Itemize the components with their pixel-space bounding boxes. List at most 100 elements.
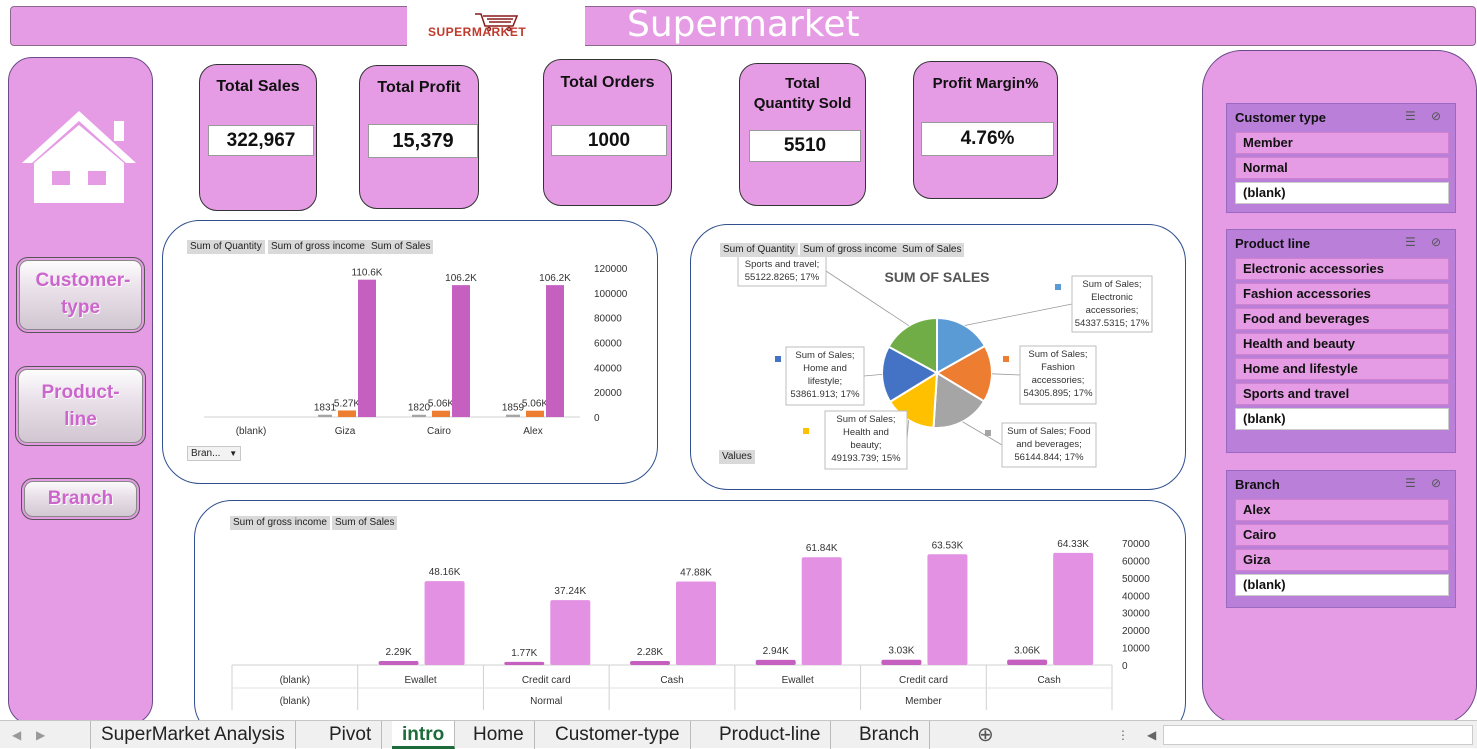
kpi-total-sales: Total Sales 322,967 (199, 64, 317, 211)
slicer-item-blank[interactable]: (blank) (1235, 574, 1449, 596)
data-label: 5.06K (522, 399, 548, 410)
prev-sheet-icon[interactable]: ◀ (12, 728, 22, 742)
multi-select-icon[interactable]: ☰ (1405, 235, 1416, 249)
data-label: 63.53K (932, 540, 964, 551)
bar-sum-of-sales (358, 279, 376, 417)
field-button-gross-income[interactable]: Sum of gross income (268, 240, 368, 254)
data-label: and beverages; (1016, 439, 1082, 450)
add-sheet-icon[interactable]: ⊕ (977, 724, 994, 746)
data-label: 2.28K (637, 647, 663, 658)
sheet-tab-bar: ◀ ▶ SuperMarket Analysis Pivot intro Hom… (0, 720, 1477, 749)
product-line-button[interactable]: Product-line (15, 366, 146, 446)
product-line-button-label: Product-line (41, 382, 120, 430)
branch-filter-button[interactable]: Bran... ▼ (187, 446, 242, 461)
bar-sum-of-sales (550, 600, 591, 665)
x-tick-label: Cash (660, 675, 683, 686)
slicer-item-normal[interactable]: Normal (1235, 157, 1449, 179)
clear-filter-icon[interactable]: ⊘ (1431, 476, 1442, 490)
tab-home[interactable]: Home (463, 721, 535, 749)
clear-filter-icon[interactable]: ⊘ (1431, 109, 1442, 123)
multi-select-icon[interactable]: ☰ (1405, 109, 1416, 123)
payment-field-button-sales[interactable]: Sum of Sales (332, 516, 398, 530)
bar-sum-of-gross-income (432, 410, 450, 417)
payment-field-button-gross-income[interactable]: Sum of gross income (230, 516, 330, 530)
slicer-item-fashion[interactable]: Fashion accessories (1235, 283, 1449, 305)
data-label: 55122.8265; 17% (745, 272, 820, 283)
data-label: 2.94K (763, 646, 789, 657)
slicer-item-alex[interactable]: Alex (1235, 499, 1449, 521)
slicer-item-giza[interactable]: Giza (1235, 549, 1449, 571)
customer-type-button[interactable]: Customer-type (16, 257, 145, 333)
legend-marker (775, 356, 781, 362)
slicer-item-blank[interactable]: (blank) (1235, 182, 1449, 204)
x-tick-label: Giza (335, 426, 356, 437)
bar-sum-of-gross-income (504, 661, 545, 665)
tab-product-line[interactable]: Product-line (709, 721, 832, 749)
horizontal-scrollbar[interactable] (1163, 725, 1473, 745)
tab-intro[interactable]: intro (392, 721, 456, 749)
customer-type-button-label: Customer-type (35, 270, 131, 318)
leader-line (825, 270, 910, 327)
slicer-item-health[interactable]: Health and beauty (1235, 333, 1449, 355)
y-tick-label: 20000 (1122, 626, 1150, 637)
next-sheet-icon[interactable]: ▶ (36, 728, 46, 742)
kpi-total-quantity-label-2: Quantity Sold (753, 95, 852, 112)
y-tick-label: 40000 (1122, 591, 1150, 602)
slicer-item-food[interactable]: Food and beverages (1235, 308, 1449, 330)
data-label: 64.33K (1057, 539, 1089, 550)
multi-select-icon[interactable]: ☰ (1405, 476, 1416, 490)
slicer-product-line: Product line ☰ ⊘ Electronic accessories … (1226, 229, 1456, 453)
clear-filter-icon[interactable]: ⊘ (1431, 235, 1442, 249)
pie-slice (935, 344, 993, 403)
branch-button[interactable]: Branch (21, 478, 140, 520)
kpi-total-sales-value: 322,967 (208, 125, 314, 156)
data-label-box (737, 255, 827, 287)
data-label: 1820 (408, 403, 431, 414)
slicer-item-sports[interactable]: Sports and travel (1235, 383, 1449, 405)
header-banner (10, 6, 1476, 46)
data-label-box (785, 346, 865, 406)
leader-line (863, 374, 883, 377)
legend-marker (985, 430, 991, 436)
product-line-pie-chart: SUM OF SALES Sum of Sales; Electronic acces… (737, 255, 1153, 470)
data-label: 2.29K (386, 647, 412, 658)
data-label: Electronic (1091, 292, 1133, 303)
data-label: Sum of Sales; (836, 414, 895, 425)
data-label: Fashion (1041, 362, 1075, 373)
pie-field-button-quantity[interactable]: Sum of Quantity (720, 243, 798, 257)
field-button-quantity[interactable]: Sum of Quantity (187, 240, 265, 254)
more-options-icon[interactable]: ⋮ (1117, 728, 1129, 742)
bar-sum-of-gross-income (338, 410, 356, 417)
slicer-product-line-title: Product line (1235, 236, 1311, 251)
data-label: 106.2K (539, 273, 571, 284)
data-label: Home and (803, 363, 847, 374)
slicer-item-electronic[interactable]: Electronic accessories (1235, 258, 1449, 280)
legend-marker (803, 428, 809, 434)
x-tick-label: Cairo (427, 426, 451, 437)
tab-pivot[interactable]: Pivot (319, 721, 383, 749)
pie-field-button-sales[interactable]: Sum of Sales (899, 243, 965, 257)
slicer-item-cairo[interactable]: Cairo (1235, 524, 1449, 546)
data-label: 1859 (502, 403, 525, 414)
tab-supermarket-analysis[interactable]: SuperMarket Analysis (90, 721, 296, 749)
tab-customer-type[interactable]: Customer-type (545, 721, 691, 749)
pie-field-button-gross-income[interactable]: Sum of gross income (800, 243, 900, 257)
kpi-total-quantity: Total Quantity Sold 5510 (739, 63, 866, 206)
data-label: 1831 (314, 403, 337, 414)
bar-sum-of-gross-income (1007, 659, 1048, 665)
data-label-box (1001, 422, 1097, 468)
bar-sum-of-sales (452, 285, 470, 417)
slicer-item-member[interactable]: Member (1235, 132, 1449, 154)
logo (407, 2, 585, 48)
pie-values-button[interactable]: Values (719, 450, 755, 464)
slicer-item-blank[interactable]: (blank) (1235, 408, 1449, 430)
home-icon[interactable] (18, 107, 140, 205)
x-tick-label: (blank) (236, 426, 267, 437)
bar-sum-of-sales (424, 581, 465, 665)
scroll-left-icon[interactable]: ◀ (1147, 728, 1157, 742)
field-button-sales[interactable]: Sum of Sales (368, 240, 434, 254)
data-label: 5.27K (334, 398, 360, 409)
slicer-item-home[interactable]: Home and lifestyle (1235, 358, 1449, 380)
data-label: 106.2K (445, 273, 477, 284)
tab-branch[interactable]: Branch (849, 721, 931, 749)
